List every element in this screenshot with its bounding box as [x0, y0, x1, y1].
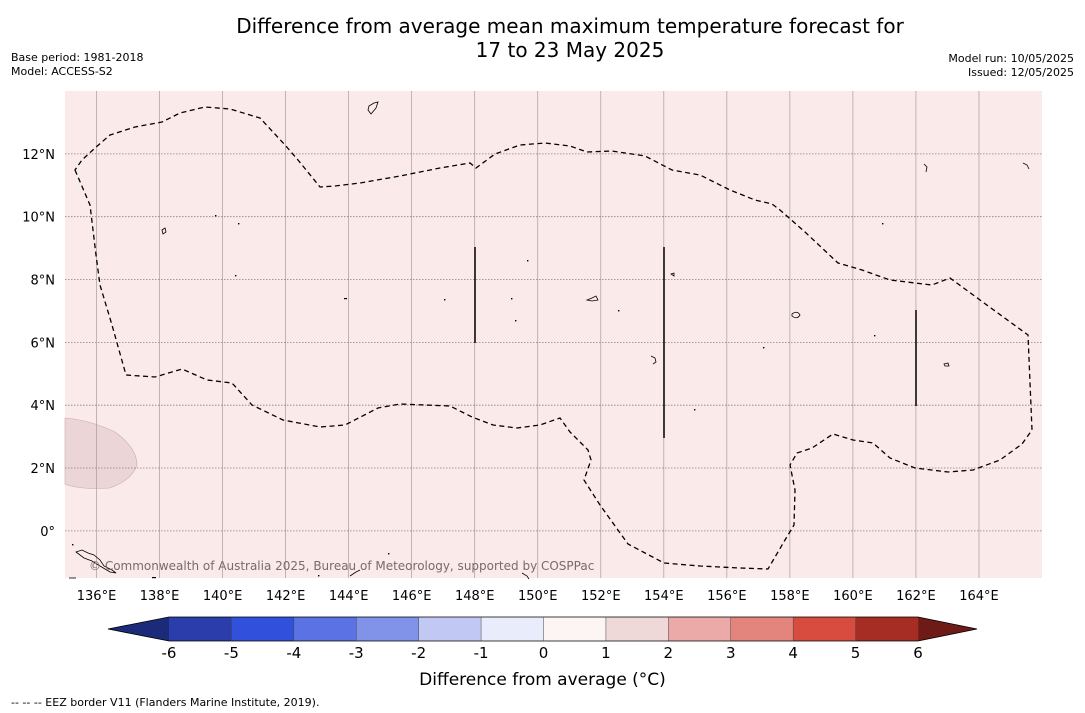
- lon-tick-label: 140°E: [203, 589, 243, 604]
- colorbar-tick-label: 1: [601, 644, 611, 662]
- lon-tick-label: 142°E: [266, 589, 306, 604]
- colorbar-over-arrow: [918, 617, 977, 641]
- colorbar-tick-label: -2: [411, 644, 426, 662]
- anomaly-patch: [64, 417, 138, 489]
- lon-tick-label: 144°E: [329, 589, 369, 604]
- issued-date: Issued: 12/05/2025: [967, 66, 1074, 79]
- copyright-text: © Commonwealth of Australia 2025, Bureau…: [89, 559, 594, 573]
- colorbar-tick-label: 5: [851, 644, 861, 662]
- colorbar-ticks: -6 -5 -4 -3 -2 -1 0 1 2 3 4 5 6: [162, 617, 923, 662]
- lon-tick-label: 158°E: [770, 589, 810, 604]
- colorbar-segment: [605, 617, 669, 641]
- longitude-gridlines: [96, 91, 980, 578]
- colorbar-outline: [107, 616, 978, 642]
- latitude-labels: 12°N 10°N 8°N 6°N 4°N 2°N 0°: [22, 148, 55, 540]
- colorbar-tick-label: 6: [913, 644, 923, 662]
- lon-tick-label: 146°E: [392, 589, 432, 604]
- lon-tick-label: 136°E: [77, 589, 117, 604]
- map-background: [65, 91, 1042, 578]
- lat-tick-label: 2°N: [31, 462, 56, 477]
- lat-tick-label: 6°N: [31, 336, 56, 351]
- base-period: Base period: 1981-2018: [11, 51, 144, 64]
- lat-tick-label: 0°: [40, 525, 55, 540]
- colorbar-segment: [481, 617, 544, 641]
- title-line-2: 17 to 23 May 2025: [475, 38, 665, 62]
- lon-tick-label: 148°E: [455, 589, 495, 604]
- colorbar-tick-label: -1: [474, 644, 489, 662]
- lon-tick-label: 138°E: [140, 589, 180, 604]
- lon-tick-label: 154°E: [644, 589, 684, 604]
- longitude-labels: 136°E 138°E 140°E 142°E 144°E 146°E 148°E 150°E…: [77, 589, 999, 604]
- colorbar-tick-label: -4: [286, 644, 301, 662]
- chart-title: Difference from average mean maximum tem…: [0, 14, 1085, 62]
- colorbar-tick-label: 3: [726, 644, 736, 662]
- eez-border: [74, 106, 1033, 570]
- colorbar-segment: [543, 617, 607, 641]
- lon-tick-label: 152°E: [581, 589, 621, 604]
- colorbar-segment: [793, 617, 856, 641]
- colorbar-segment: [356, 617, 419, 641]
- footnote: -- -- -- EEZ border V11 (Flanders Marine…: [11, 696, 320, 709]
- colorbar-tick-label: 2: [664, 644, 674, 662]
- colorbar-segment: [293, 617, 357, 641]
- model-name: Model: ACCESS-S2: [11, 65, 113, 78]
- colorbar-tick-label: 4: [788, 644, 798, 662]
- colorbar-segment: [231, 617, 295, 641]
- model-run: Model run: 10/05/2025: [948, 52, 1074, 65]
- colorbar-tick-label: -3: [349, 644, 364, 662]
- lon-tick-label: 162°E: [896, 589, 936, 604]
- lon-tick-label: 150°E: [518, 589, 558, 604]
- colorbar-segment: [169, 617, 232, 641]
- lat-tick-label: 12°N: [22, 148, 55, 163]
- lat-tick-label: 8°N: [31, 274, 56, 289]
- meta-left: Base period: 1981-2018 Model: ACCESS-S2: [11, 51, 143, 79]
- lon-tick-label: 160°E: [833, 589, 873, 604]
- latitude-gridlines: [65, 153, 1042, 532]
- coastlines: [69, 101, 1030, 580]
- colorbar-segments: [107, 616, 978, 642]
- colorbar-tick-label: 0: [539, 644, 549, 662]
- colorbar-segment: [418, 617, 482, 641]
- meta-right: Model run: 10/05/2025 Issued: 12/05/2025: [948, 52, 1074, 80]
- lon-tick-label: 156°E: [707, 589, 747, 604]
- colorbar-segment: [855, 617, 919, 641]
- title-line-1: Difference from average mean maximum tem…: [236, 14, 904, 38]
- colorbar-segment: [668, 617, 732, 641]
- colorbar-segment: [730, 617, 794, 641]
- lon-tick-label: 164°E: [959, 589, 999, 604]
- small-islands: [72, 215, 884, 579]
- colorbar-tick-label: -6: [162, 644, 177, 662]
- colorbar-tick-label: -5: [224, 644, 239, 662]
- lat-tick-label: 4°N: [31, 399, 56, 414]
- colorbar-label: Difference from average (°C): [419, 670, 666, 690]
- colorbar-under-arrow: [108, 617, 169, 641]
- lat-tick-label: 10°N: [22, 211, 55, 226]
